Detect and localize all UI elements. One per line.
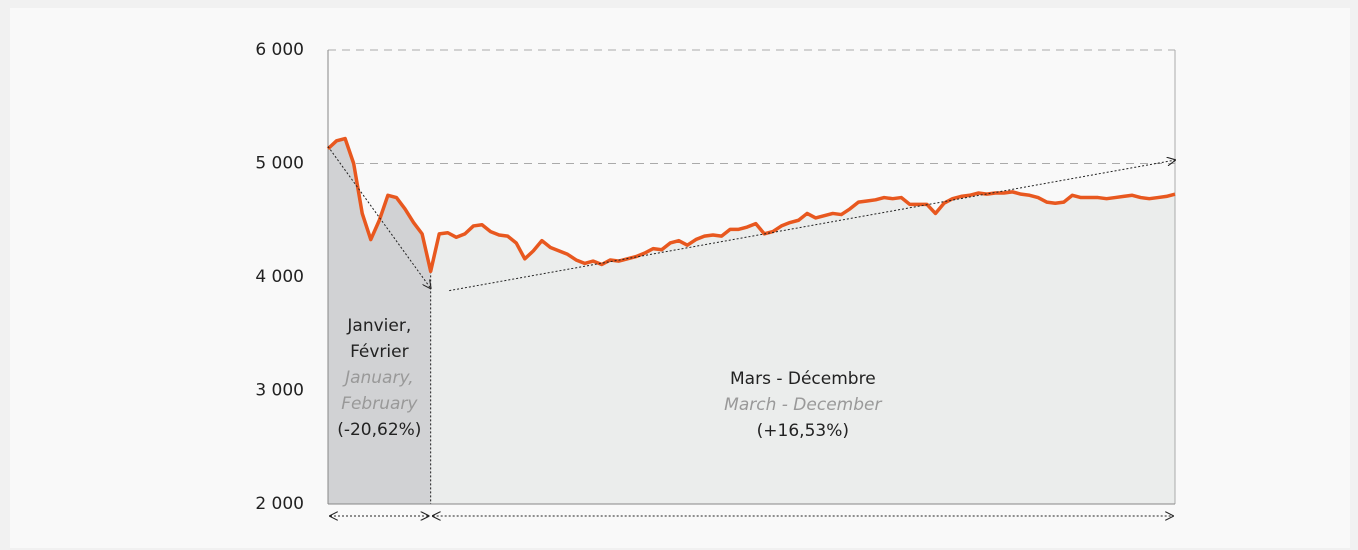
period-label-en: January, (342, 368, 414, 388)
period-area (328, 138, 431, 504)
y-tick-label: 5 000 (255, 154, 304, 174)
trend-arrow (449, 160, 1175, 292)
period-label: Janvier, (346, 316, 411, 336)
y-tick-label: 2 000 (255, 494, 304, 514)
period-area (430, 191, 1176, 504)
y-tick-label: 6 000 (255, 40, 304, 60)
period-change: (+16,53%) (757, 421, 849, 441)
period-label-en: March - December (724, 395, 882, 415)
period-label-en: February (341, 394, 418, 414)
line (326, 136, 1176, 274)
period-label: Mars - Décembre (730, 369, 876, 389)
y-tick-label: 3 000 (255, 381, 304, 401)
trend-arrow (327, 146, 431, 288)
y-tick-label: 4 000 (255, 267, 304, 287)
period-label: Février (350, 342, 409, 362)
period-change: (-20,62%) (337, 420, 421, 440)
